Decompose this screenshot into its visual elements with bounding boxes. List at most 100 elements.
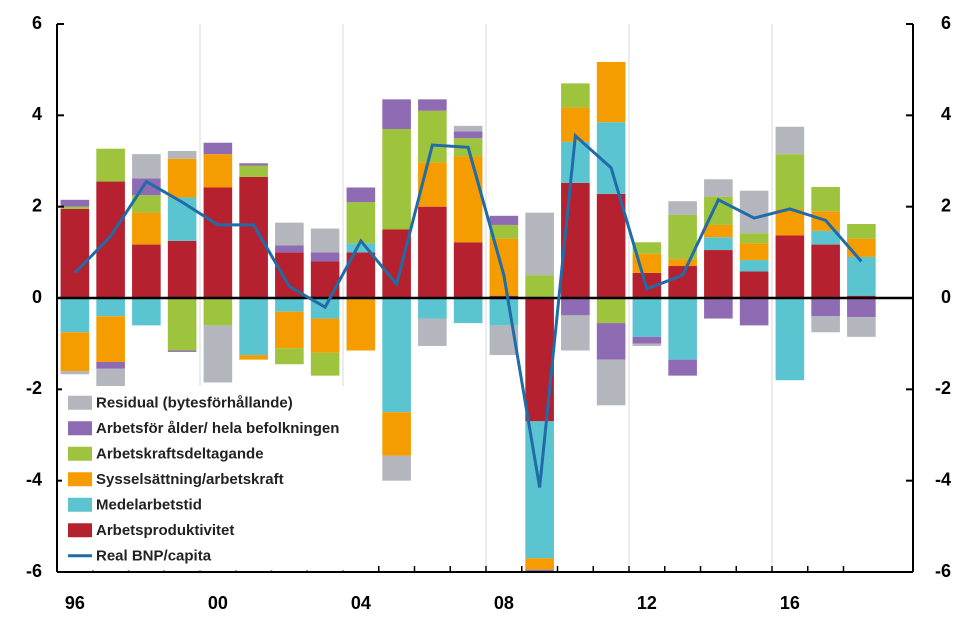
bar xyxy=(310,252,340,262)
y2-tick-label: -4 xyxy=(935,469,951,489)
bar xyxy=(775,126,805,155)
bar xyxy=(96,316,125,362)
bar xyxy=(60,298,90,333)
bar xyxy=(453,131,483,139)
bar xyxy=(346,243,376,253)
bar xyxy=(239,298,268,356)
y-tick-label: 6 xyxy=(32,13,42,33)
bar xyxy=(203,298,233,326)
legend-swatch xyxy=(68,395,92,410)
bar xyxy=(275,311,304,349)
y2-tick-label: -2 xyxy=(935,378,951,398)
bar xyxy=(811,316,840,333)
bar xyxy=(596,323,626,360)
bar xyxy=(596,193,626,298)
bar xyxy=(668,266,697,298)
bar xyxy=(418,110,447,163)
bar xyxy=(704,250,733,298)
bar xyxy=(418,206,447,298)
bar xyxy=(739,271,769,298)
x-tick-label: 16 xyxy=(780,593,800,613)
bar xyxy=(453,298,483,324)
bar xyxy=(596,359,626,406)
bar xyxy=(167,197,197,241)
bar xyxy=(96,148,125,182)
bar xyxy=(489,298,519,326)
bar xyxy=(96,361,125,369)
bar xyxy=(382,412,411,456)
bar xyxy=(704,224,733,238)
bar xyxy=(167,158,197,198)
bar xyxy=(704,179,733,197)
bar xyxy=(132,154,161,179)
bar xyxy=(525,569,554,572)
bar xyxy=(60,199,90,207)
bar xyxy=(167,150,197,159)
bar xyxy=(704,237,733,251)
bar xyxy=(632,343,662,346)
bar xyxy=(167,240,197,298)
bar xyxy=(668,259,697,267)
y-tick-label: 4 xyxy=(32,104,42,124)
bar xyxy=(811,244,840,298)
legend-label: Arbetskraftsdeltagande xyxy=(96,446,264,463)
bar xyxy=(275,245,304,253)
bar xyxy=(96,368,125,388)
bar xyxy=(847,224,876,239)
x-tick-label: 04 xyxy=(351,593,371,613)
y2-tick-label: 2 xyxy=(941,195,951,215)
bar xyxy=(382,129,411,230)
y2-tick-label: 4 xyxy=(941,104,951,124)
bar xyxy=(453,156,483,243)
bar xyxy=(203,142,233,155)
bar xyxy=(203,154,233,188)
x-tick-label: 08 xyxy=(494,593,514,613)
x-tick-label: 12 xyxy=(637,593,657,613)
bar xyxy=(167,298,197,351)
bar xyxy=(203,325,233,383)
bar xyxy=(239,163,268,166)
bar xyxy=(382,298,411,413)
bar xyxy=(60,332,90,372)
bar xyxy=(739,260,769,272)
bar xyxy=(632,298,662,337)
bar xyxy=(310,352,340,376)
y-tick-label: -4 xyxy=(26,469,42,489)
bar xyxy=(561,315,590,351)
y2-tick-label: 0 xyxy=(941,287,951,307)
legend-swatch xyxy=(68,472,92,487)
bar xyxy=(239,355,268,360)
bar xyxy=(275,222,304,246)
bar xyxy=(132,195,161,213)
bar xyxy=(561,298,590,316)
legend-swatch xyxy=(68,523,92,538)
bar xyxy=(811,187,840,212)
bar xyxy=(847,298,876,318)
y2-tick-label: -6 xyxy=(935,561,951,581)
legend-label: Sysselsättning/arbetskraft xyxy=(96,471,284,488)
bar xyxy=(739,233,769,244)
bar xyxy=(775,298,805,381)
bar xyxy=(418,99,447,111)
bar xyxy=(775,235,805,298)
y2-tick-label: 6 xyxy=(941,13,951,33)
bar xyxy=(525,275,554,298)
legend-label: Arbetsför ålder/ hela befolkningen xyxy=(96,420,339,437)
bar xyxy=(167,350,197,352)
bar xyxy=(489,238,519,296)
bar xyxy=(668,201,697,215)
bar xyxy=(668,298,697,360)
bar xyxy=(60,206,90,209)
bar xyxy=(346,187,376,203)
bar xyxy=(489,224,519,239)
legend-swatch xyxy=(68,421,92,436)
y-tick-label: 0 xyxy=(32,287,42,307)
bar xyxy=(132,244,161,298)
bar xyxy=(239,165,268,177)
bar xyxy=(525,558,554,570)
x-tick-label: 00 xyxy=(208,593,228,613)
bar xyxy=(847,317,876,337)
bar xyxy=(418,298,447,319)
legend-label: Real BNP/capita xyxy=(96,548,212,565)
